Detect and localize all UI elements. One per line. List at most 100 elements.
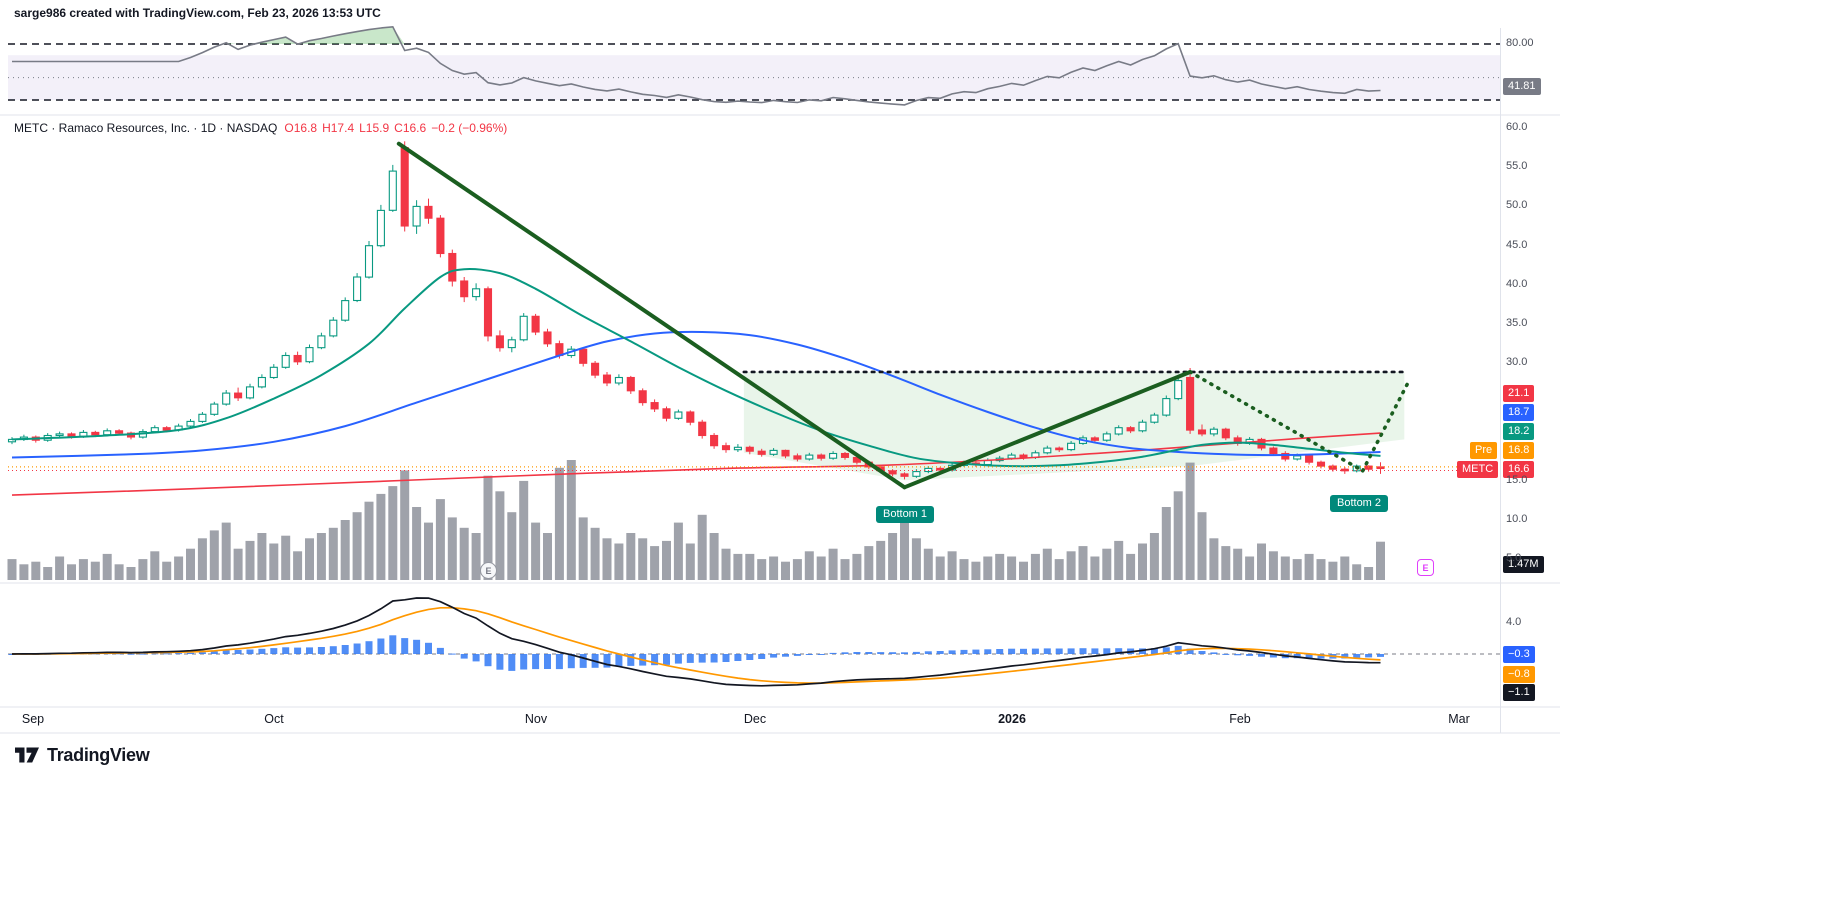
macd-hist-bar (984, 649, 992, 654)
bottom1-label[interactable]: Bottom 1 (876, 506, 935, 523)
macd-hist-bar (425, 642, 432, 654)
bottom2-label[interactable]: Bottom 2 (1330, 495, 1389, 512)
macd-hist-bar (746, 654, 754, 660)
macd-hist-bar (139, 653, 147, 655)
macd-hist-bar (1305, 654, 1313, 659)
candle-body (376, 209, 385, 247)
premarket-value-label: 16.8 (1503, 442, 1535, 459)
low-value: L15.9 (359, 121, 390, 135)
candle-body (888, 470, 897, 475)
volume-bar (662, 540, 671, 580)
ma-fast-teal-line[interactable] (11, 268, 1381, 468)
candle-body (67, 433, 76, 437)
time-axis-label: Oct (264, 712, 284, 726)
macd-hist-bar (651, 654, 659, 666)
macd-hist-bar (1377, 654, 1384, 657)
macd-hist-bar (294, 647, 302, 654)
volume-bar (364, 501, 374, 580)
volume-bar (935, 556, 945, 580)
candle-body (1067, 442, 1076, 451)
macd-hist-bar (1293, 654, 1301, 659)
price-scale-label: 50.0 (1506, 199, 1528, 211)
macd-hist-bar (567, 654, 575, 669)
macd-signal-value-label: −0.8 (1503, 666, 1535, 683)
trend-line-dotted[interactable] (1360, 381, 1410, 473)
candle-body (721, 445, 731, 451)
macd-hist-bar (901, 652, 908, 654)
candle-body (745, 446, 754, 452)
volume-bar (55, 556, 65, 580)
volume-bar (733, 553, 743, 580)
volume-bar (1340, 556, 1350, 580)
macd-hist-bar (234, 650, 242, 654)
volume-bar (626, 533, 636, 580)
macd-hist-bar (841, 652, 849, 654)
volume-bar (1316, 559, 1326, 580)
candle-body (341, 300, 350, 321)
symbol-title[interactable]: METC · Ramaco Resources, Inc. · 1D · NAS… (14, 121, 278, 135)
volume-bar (507, 512, 517, 580)
volume-bar (578, 517, 588, 580)
ma-slow-red-line[interactable] (11, 432, 1381, 496)
macd-hist-bar (912, 651, 920, 654)
volume-bar (209, 530, 219, 580)
price-scale-label: 10.0 (1506, 513, 1528, 525)
volume-bar (1030, 553, 1040, 580)
volume-bar (685, 543, 695, 580)
macd-hist-bar (151, 653, 159, 655)
volume-bar (483, 475, 493, 580)
ma-mid-blue-line[interactable] (11, 330, 1381, 459)
time-axis[interactable]: Sep Oct Nov Dec 2026 Feb Mar (0, 707, 1560, 733)
candle-body (1126, 427, 1135, 432)
candle-body (103, 430, 112, 436)
macd-signal-line[interactable] (12, 606, 1381, 684)
macd-hist-bar (996, 649, 1004, 654)
candle-body (210, 403, 219, 415)
price-scale-label: 60.0 (1506, 121, 1528, 133)
trend-line-dotted[interactable] (1188, 370, 1365, 473)
rsi-line[interactable] (12, 25, 1381, 106)
candle-body (912, 471, 921, 477)
macd-hist-bar (793, 654, 801, 656)
tradingview-logo-icon[interactable] (14, 744, 40, 766)
earnings-icon[interactable]: E (480, 562, 497, 579)
candle-body (531, 315, 540, 333)
macd-hist-bar (1008, 648, 1016, 654)
volume-bar (245, 540, 255, 580)
volume-bar (876, 540, 886, 580)
macd-hist-bar (1317, 654, 1325, 659)
macd-hist-bar (1055, 648, 1063, 654)
volume-bar (257, 533, 267, 580)
macd-hist-bar (1174, 645, 1182, 654)
macd-hist-bar (770, 654, 778, 658)
macd-hist-bar (1162, 647, 1170, 654)
macd-hist-bar (127, 653, 135, 655)
trend-line-solid[interactable] (902, 370, 1193, 490)
candle-body (495, 335, 504, 349)
volume-bar (1185, 462, 1195, 580)
volume-bar (305, 538, 314, 580)
volume-bar (67, 564, 76, 580)
upcoming-earnings-icon[interactable]: E (1417, 559, 1434, 576)
trend-line-solid[interactable] (396, 141, 907, 490)
volume-bar (888, 533, 898, 580)
macd-hist-bar (175, 653, 183, 655)
volume-bar (1054, 559, 1064, 580)
volume-bar (697, 514, 707, 580)
macd-hist-bar (544, 654, 551, 669)
macd-hist-bar (924, 651, 932, 654)
high-value: H17.4 (322, 121, 355, 135)
macd-hist-bar (329, 646, 337, 654)
candle-body (614, 376, 623, 384)
macd-main-line[interactable] (11, 597, 1381, 687)
candle-body (1174, 380, 1183, 400)
volume-bar (495, 491, 505, 580)
volume-bar (852, 553, 862, 580)
tradingview-wordmark[interactable]: TradingView (47, 744, 150, 765)
macd-hist-bar (758, 654, 766, 659)
volume-bar (769, 556, 779, 580)
candle-body (650, 402, 659, 410)
macd-hist-bar (1198, 651, 1206, 654)
volume-bar (1280, 556, 1290, 580)
